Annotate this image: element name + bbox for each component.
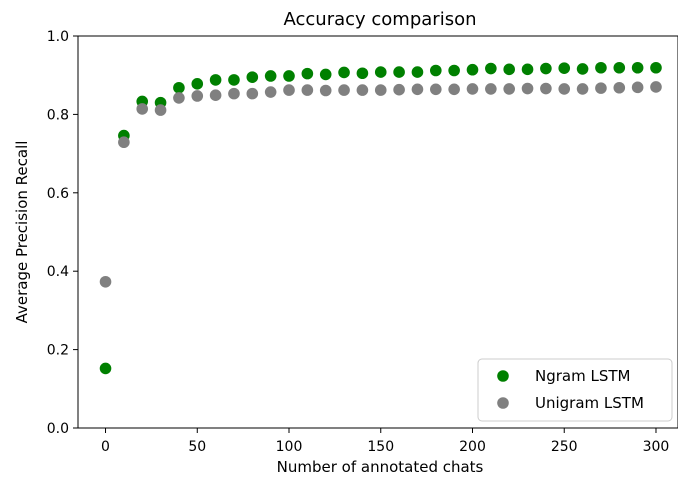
legend-label: Unigram LSTM [535, 394, 644, 412]
unigram-lstm-point [338, 84, 350, 96]
x-tick-label: 300 [643, 439, 670, 455]
unigram-lstm-point [411, 83, 424, 96]
legend: Ngram LSTM Unigram LSTM [477, 358, 673, 422]
ngram-lstm-point [521, 63, 534, 76]
ngram-lstm-point [356, 67, 369, 80]
unigram-lstm-point [613, 81, 626, 94]
y-tick-label: 0.0 [47, 421, 69, 437]
ngram-lstm-point [191, 78, 204, 90]
unigram-lstm-point [466, 83, 479, 95]
unigram-lstm-point [631, 81, 644, 94]
ngram-lstm-point [613, 61, 626, 74]
y-tick-label: 0.2 [47, 343, 69, 359]
unigram-lstm-point [393, 83, 405, 96]
ngram-lstm-point [99, 362, 112, 375]
unigram-lstm-point [558, 83, 571, 95]
ngram-lstm-point [264, 70, 277, 82]
ngram-lstm-point [448, 64, 460, 77]
unigram-lstm-point [448, 83, 460, 96]
x-tick-label: 100 [276, 439, 303, 455]
x-tick-label: 150 [367, 439, 394, 455]
x-tick-label: 200 [459, 439, 486, 455]
unigram-lstm-point [319, 84, 332, 97]
chart-title: Accuracy comparison [284, 9, 477, 30]
y-axis: 0.0 0.2 0.4 0.6 0.8 1.0 [47, 29, 78, 437]
unigram-lstm-point [650, 81, 662, 93]
y-tick-label: 1.0 [47, 29, 69, 45]
y-tick-label: 0.8 [47, 107, 69, 123]
ngram-lstm-point [283, 70, 295, 82]
y-tick-label: 0.4 [47, 264, 69, 280]
ngram-lstm-point [576, 63, 589, 75]
unigram-lstm-point [521, 82, 534, 95]
legend-marker [497, 370, 509, 382]
unigram-lstm-point [228, 87, 240, 100]
x-axis: 0 50 100 150 200 250 300 [101, 428, 669, 455]
unigram-lstm-point [503, 83, 515, 95]
unigram-lstm-point [576, 83, 589, 95]
ngram-lstm-point [503, 63, 515, 76]
ngram-lstm-point [228, 74, 240, 86]
unigram-lstm-point [283, 84, 295, 96]
ngram-lstm-point [209, 74, 222, 86]
plot-frame [77, 35, 678, 429]
ngram-lstm-point [429, 64, 442, 77]
ngram-lstm-point [173, 81, 185, 94]
x-tick-label: 50 [188, 439, 206, 455]
ngram-lstm-point [595, 61, 607, 74]
unigram-lstm-point [356, 84, 369, 96]
unigram-lstm-point [173, 92, 185, 104]
x-tick-label: 250 [551, 439, 578, 455]
legend-label: Ngram LSTM [535, 367, 630, 385]
unigram-lstm-point [209, 89, 222, 101]
unigram-lstm-point [374, 84, 387, 96]
unigram-lstm-point [118, 136, 130, 149]
ngram-lstm-point [650, 61, 662, 74]
unigram-lstm-point [540, 82, 552, 95]
unigram-lstm-point [595, 82, 607, 94]
ngram-lstm-point [246, 71, 259, 83]
ngram-lstm-point [631, 61, 644, 74]
unigram-lstm-point [154, 104, 167, 116]
y-tick-label: 0.6 [47, 186, 69, 202]
ngram-lstm-point [558, 62, 571, 74]
ngram-lstm-point [540, 62, 552, 75]
unigram-lstm-point [99, 275, 112, 288]
x-tick-label: 0 [101, 439, 110, 455]
legend-marker [497, 397, 509, 409]
ngram-lstm-point [411, 66, 424, 78]
y-axis-label: Average Precision Recall [13, 141, 31, 324]
ngram-lstm-point [319, 68, 332, 81]
ngram-lstm-point [374, 66, 387, 78]
unigram-lstm-point [264, 86, 277, 98]
plot-area [99, 61, 662, 375]
unigram-lstm-point [136, 103, 149, 115]
ngram-lstm-point [485, 62, 497, 75]
unigram-lstm-point [191, 90, 204, 102]
ngram-lstm-point [338, 66, 350, 79]
ngram-lstm-point [466, 63, 479, 76]
legend-box [477, 358, 673, 422]
unigram-lstm-point [485, 83, 497, 95]
ngram-lstm-point [393, 66, 405, 78]
unigram-lstm-point [429, 83, 442, 96]
unigram-lstm-point [246, 87, 259, 100]
x-axis-label: Number of annotated chats [277, 458, 484, 476]
unigram-lstm-point [301, 84, 314, 96]
ngram-lstm-point [301, 67, 314, 80]
